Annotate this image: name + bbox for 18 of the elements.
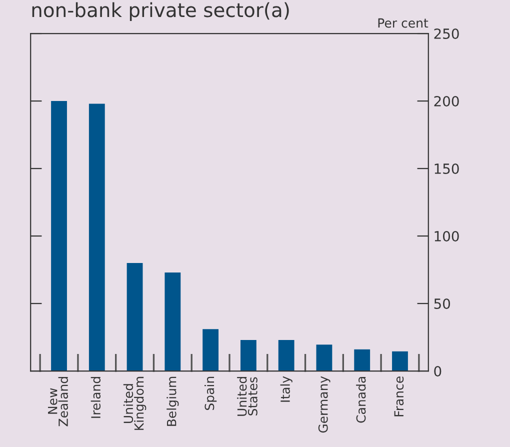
y-tick-label: 100 [434, 230, 459, 242]
x-tick-label: United States [237, 377, 258, 416]
x-tick-label: France [394, 376, 404, 416]
y-tick-label: 0 [434, 366, 442, 376]
y-axis-title: Per cent [378, 18, 428, 28]
x-tick-label: Ireland [90, 377, 101, 418]
x-tick-label: Belgium [166, 376, 179, 426]
chart-title: non-bank private sector(a) [32, 2, 289, 22]
x-tick-label: New Zealand [48, 377, 68, 426]
x-tick-label: Italy [280, 376, 292, 402]
x-tick-label: Spain [204, 376, 217, 410]
y-tick-label: 250 [434, 28, 459, 39]
x-tick-label: United Kingdom [123, 376, 146, 430]
y-tick-label: 150 [434, 163, 459, 174]
x-tick-label: Canada [356, 377, 366, 423]
x-tick-label: Germany [318, 376, 330, 433]
y-tick-label: 200 [434, 96, 459, 106]
y-tick-label: 50 [434, 298, 450, 309]
